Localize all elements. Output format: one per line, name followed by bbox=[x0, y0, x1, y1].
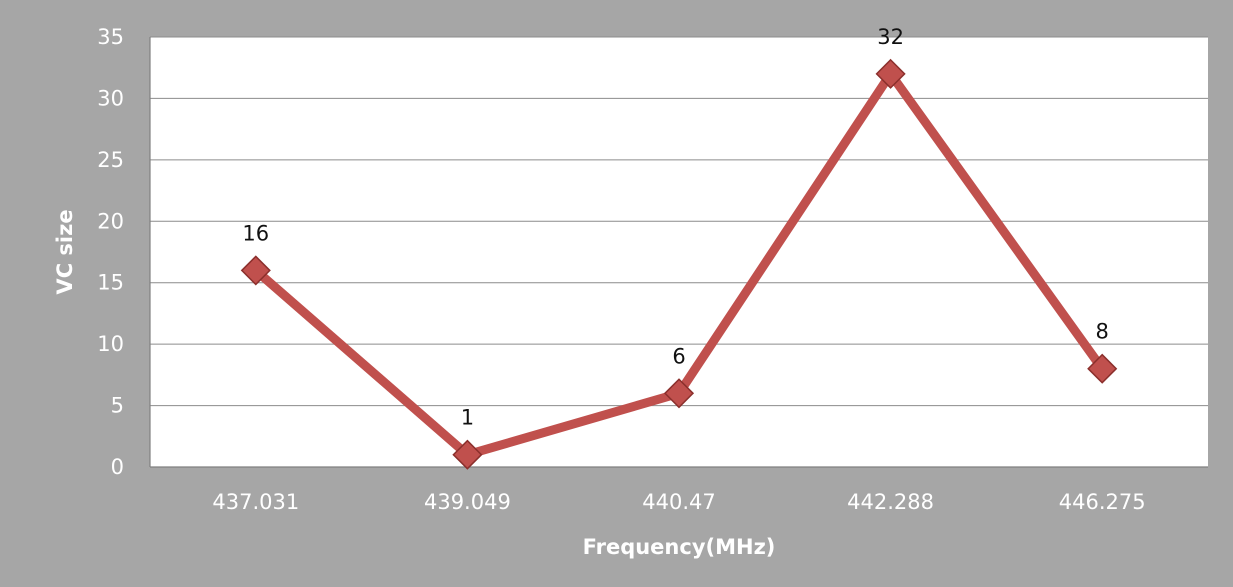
data-point-marker bbox=[452, 439, 483, 470]
data-label: 32 bbox=[877, 25, 904, 49]
x-tick-label: 437.031 bbox=[212, 490, 299, 514]
y-axis-ticks: 0 5 10 15 20 25 30 35 bbox=[97, 25, 124, 479]
x-tick-label: 442.288 bbox=[847, 490, 934, 514]
data-label: 8 bbox=[1096, 320, 1109, 344]
x-tick-label: 439.049 bbox=[424, 490, 511, 514]
y-tick-label: 20 bbox=[97, 209, 124, 233]
x-axis-title: Frequency(MHz) bbox=[583, 535, 776, 559]
x-tick-label: 440.47 bbox=[642, 490, 715, 514]
x-tick-label: 446.275 bbox=[1059, 490, 1146, 514]
series-layer bbox=[240, 58, 1118, 470]
y-tick-label: 5 bbox=[111, 394, 124, 418]
y-tick-label: 0 bbox=[111, 455, 124, 479]
y-tick-label: 35 bbox=[97, 25, 124, 49]
y-tick-label: 10 bbox=[97, 332, 124, 356]
data-point-marker bbox=[875, 58, 906, 89]
data-point-marker bbox=[240, 255, 271, 286]
y-tick-label: 30 bbox=[97, 86, 124, 110]
y-axis-title: VC size bbox=[53, 209, 77, 294]
data-label: 16 bbox=[242, 221, 269, 245]
data-point-marker bbox=[663, 378, 695, 409]
x-axis-ticks: 437.031 439.049 440.47 442.288 446.275 bbox=[212, 490, 1145, 514]
data-label: 1 bbox=[461, 406, 474, 430]
y-tick-label: 15 bbox=[97, 271, 124, 295]
data-point-marker bbox=[1087, 353, 1118, 384]
y-tick-label: 25 bbox=[97, 148, 124, 172]
data-label: 6 bbox=[672, 344, 685, 368]
